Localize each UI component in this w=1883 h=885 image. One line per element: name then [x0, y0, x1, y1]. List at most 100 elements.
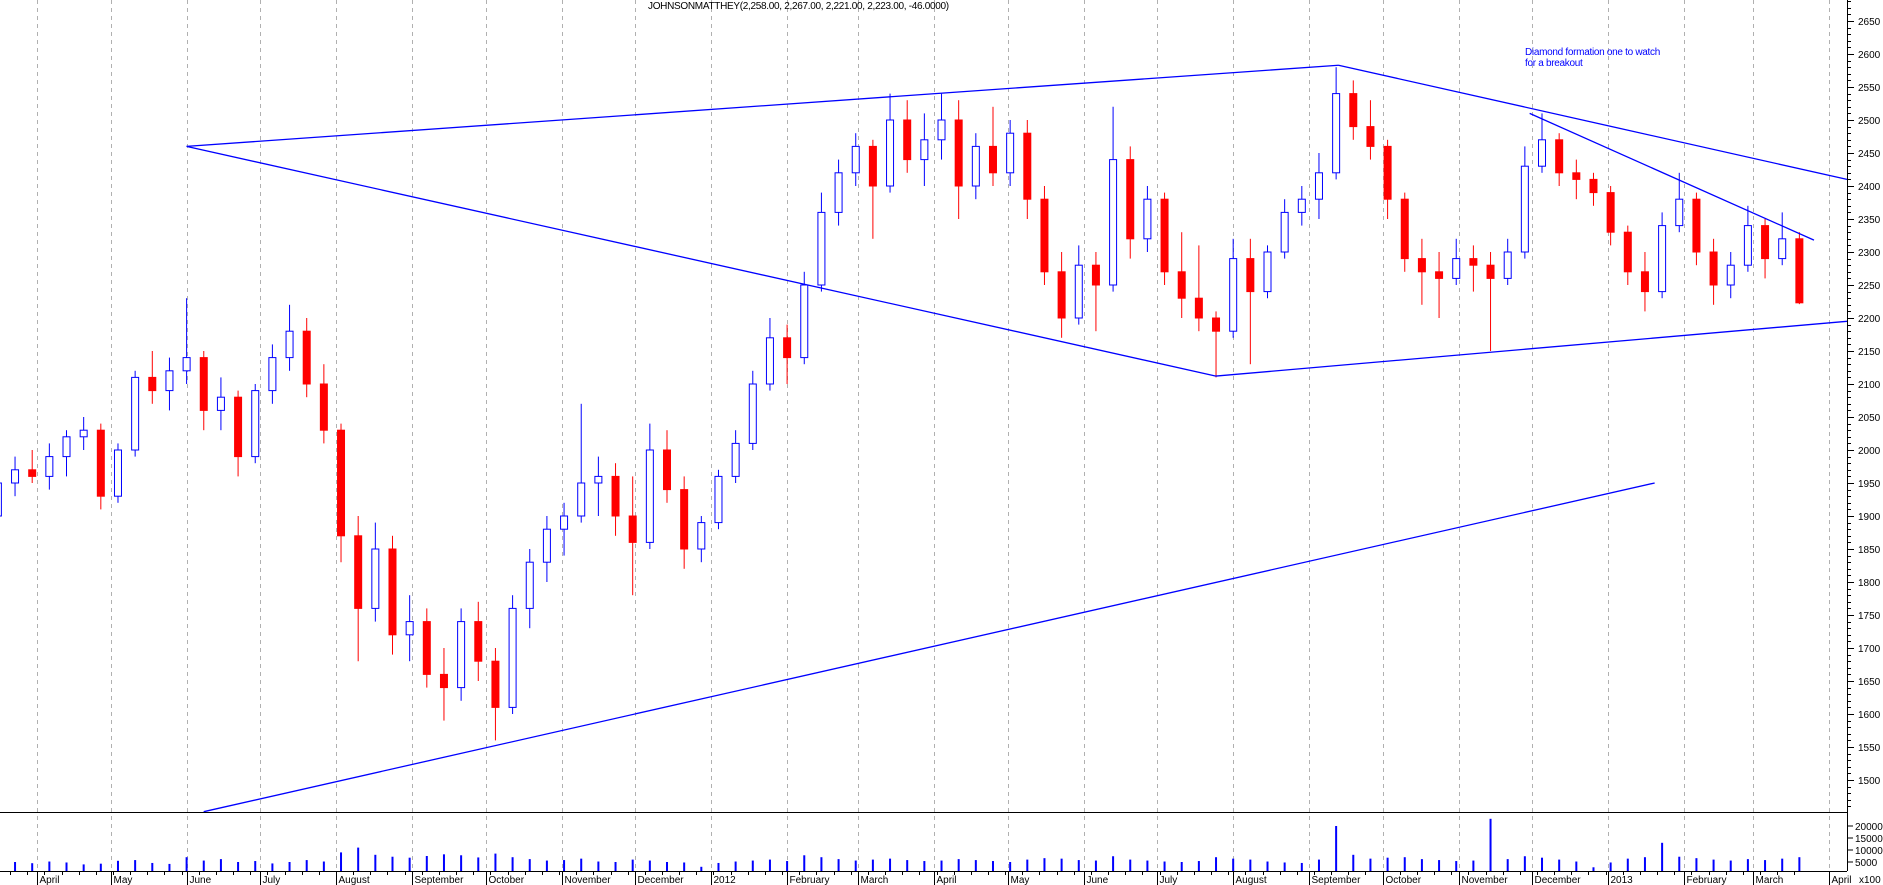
candle-body	[1658, 225, 1667, 293]
candle	[405, 595, 414, 662]
volume-bar	[1232, 858, 1235, 871]
candle-body	[0, 482, 2, 517]
candle-body	[354, 535, 363, 609]
candle	[28, 450, 37, 483]
volume-bar	[340, 852, 343, 871]
candlesticks	[0, 67, 1804, 741]
candle	[1538, 113, 1547, 173]
trendline	[186, 64, 1339, 148]
candle	[371, 522, 380, 622]
candle	[800, 271, 809, 365]
candle	[474, 601, 483, 681]
candle-body	[1177, 271, 1186, 299]
candle	[182, 298, 191, 384]
candle-body	[594, 475, 603, 484]
month-label: July	[263, 875, 281, 885]
volume-bar	[1300, 862, 1303, 871]
month-label: March	[1756, 875, 1784, 885]
volume-bar	[1781, 858, 1784, 871]
month-label: May	[1011, 875, 1030, 885]
candle	[594, 456, 603, 516]
volume-bar	[871, 859, 874, 871]
y-tick-label: 1700	[1858, 644, 1881, 655]
candle	[542, 516, 551, 582]
candle	[1057, 252, 1066, 338]
candle-body	[663, 449, 672, 491]
candle-body	[268, 357, 277, 392]
volume-bar	[1283, 862, 1286, 871]
volume-bar	[597, 861, 600, 871]
volume-bar	[391, 856, 394, 871]
candle	[1263, 245, 1272, 299]
y-tick-label: 1950	[1858, 479, 1881, 490]
volume-bar	[1352, 854, 1355, 871]
candle	[1778, 212, 1787, 266]
candle-body	[1435, 271, 1444, 279]
candle	[817, 192, 826, 292]
candle	[62, 430, 71, 477]
y-tick-label: 2250	[1858, 281, 1881, 292]
y-tick-label: 2650	[1858, 17, 1881, 28]
candle-body	[903, 119, 912, 161]
month-label: 2013	[1611, 875, 1634, 885]
annotation-line-2: for a breakout	[1525, 58, 1583, 69]
candle	[1452, 238, 1461, 285]
candle-body	[800, 284, 809, 359]
candle	[337, 423, 346, 563]
candle	[697, 516, 706, 563]
volume-bar	[1369, 858, 1372, 871]
candle-body	[405, 621, 414, 636]
volume-bar	[168, 863, 171, 871]
candle	[1006, 120, 1015, 186]
candle	[1143, 186, 1152, 252]
volume-bar	[1163, 861, 1166, 871]
candle	[1040, 186, 1049, 285]
candle-body	[28, 469, 37, 477]
y-tick-label: 2550	[1858, 83, 1881, 94]
month-label: April	[937, 875, 957, 885]
candle	[611, 463, 620, 536]
candle	[783, 324, 792, 384]
candle-body	[525, 561, 534, 609]
candle-body	[1417, 258, 1426, 273]
candle-body	[234, 396, 243, 458]
candle-body	[920, 139, 929, 161]
y-tick-label: 1900	[1858, 512, 1881, 523]
candle-body	[508, 607, 517, 708]
candle-body	[971, 145, 980, 187]
candle-body	[680, 489, 689, 550]
candle	[199, 351, 208, 431]
volume-unit-label: x100	[1859, 875, 1881, 885]
candle	[1417, 238, 1426, 305]
candle	[1640, 252, 1649, 312]
volume-bar	[460, 855, 463, 871]
candle	[988, 106, 997, 186]
candle	[1212, 311, 1221, 378]
candle-body	[1023, 132, 1032, 200]
volume-bar	[1094, 860, 1097, 871]
candle-body	[1040, 198, 1049, 273]
candle-body	[1091, 264, 1100, 286]
candle-body	[1761, 225, 1770, 260]
volume-bar	[1712, 859, 1715, 871]
volume-bar	[1455, 861, 1458, 871]
volume-bar	[1506, 859, 1509, 871]
candle-body	[1503, 251, 1512, 279]
volume-bar	[1420, 859, 1423, 871]
candle-body	[1555, 139, 1564, 174]
candle-body	[1006, 132, 1015, 174]
month-label: April	[1832, 875, 1852, 885]
candle-body	[1349, 93, 1358, 128]
volume-bar	[1077, 860, 1080, 871]
candle	[1177, 232, 1186, 318]
volume-bar	[768, 859, 771, 871]
candle-body	[148, 376, 157, 392]
candle-body	[560, 515, 569, 530]
candle-body	[731, 442, 740, 477]
candle	[1229, 238, 1238, 338]
month-gridlines	[37, 0, 1830, 871]
month-label: August	[339, 875, 370, 885]
volume-bar	[1661, 842, 1664, 871]
